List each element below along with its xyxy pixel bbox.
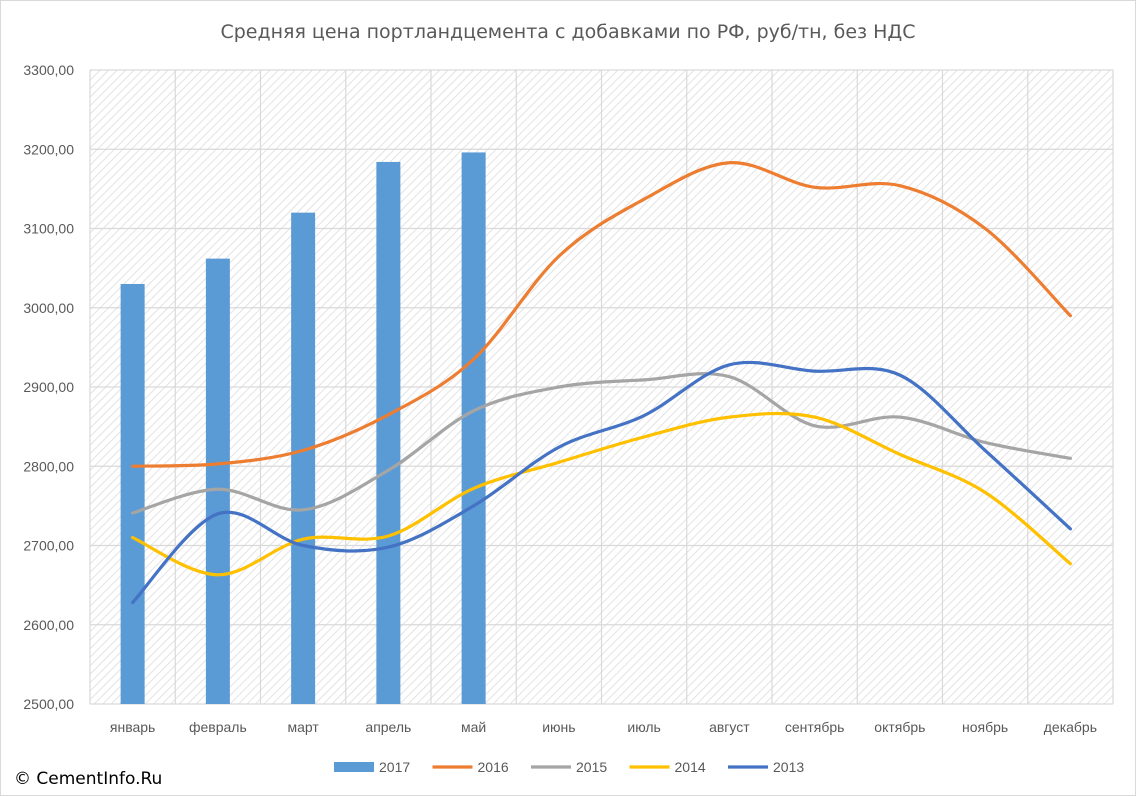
bar-2017 [376,161,401,704]
y-tick-label: 3200,00 [23,141,74,157]
x-tick-label: март [287,719,319,735]
legend-label-2013: 2013 [773,759,804,775]
y-tick-label: 3300,00 [23,62,74,78]
legend: 2017 2016 2015 2014 2013 [334,759,804,775]
line-2014 [131,411,1072,577]
x-tick-label: май [461,719,486,735]
x-axis-ticks: январь февраль март апрель май июнь июль август… [110,719,1097,735]
y-tick-label: 2800,00 [23,458,74,474]
y-tick-label: 3100,00 [23,221,74,237]
y-tick-label: 2900,00 [23,379,74,395]
bars-2017 [120,152,486,705]
x-tick-label: сентябрь [785,719,845,735]
y-tick-label: 3000,00 [23,300,74,316]
x-tick-label: ноябрь [962,719,1008,735]
y-axis-ticks: 2500,00 2600,00 2700,00 2800,00 2900,00 3000,… [23,62,74,712]
x-tick-label: январь [110,719,155,735]
x-tick-label: апрель [365,719,411,735]
line-2016 [131,161,1072,468]
x-tick-label: декабрь [1044,719,1097,735]
legend-swatch-2017 [334,762,374,772]
bar-2017 [461,152,486,705]
chart-title: Средняя цена портландцемента с добавками… [220,21,915,43]
legend-label-2017: 2017 [379,759,410,775]
x-tick-label: июль [627,719,660,735]
x-tick-label: февраль [189,719,247,735]
bar-2017 [120,283,145,704]
x-tick-label: октябрь [874,719,925,735]
x-tick-label: июнь [542,719,575,735]
grid-lines [89,69,1114,705]
x-tick-label: август [709,719,750,735]
bar-2017 [291,212,316,704]
y-tick-label: 2700,00 [23,538,74,554]
copyright-watermark: © CementInfo.Ru [14,769,162,789]
y-tick-label: 2500,00 [23,696,74,712]
legend-label-2015: 2015 [576,759,607,775]
line-2013 [131,360,1072,605]
line-2015 [131,372,1072,515]
y-tick-label: 2600,00 [23,617,74,633]
legend-label-2016: 2016 [478,759,509,775]
lines-layer [131,161,1072,605]
legend-label-2014: 2014 [675,759,706,775]
bar-2017 [205,258,230,704]
